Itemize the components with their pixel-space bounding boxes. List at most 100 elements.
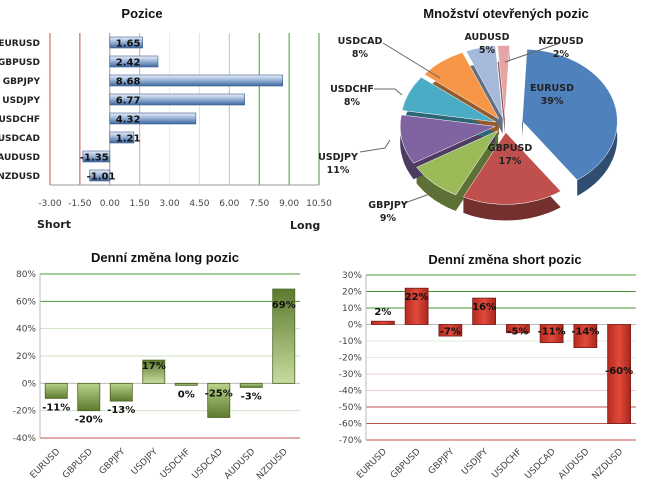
bar	[472, 297, 496, 325]
y-tick-label: 20%	[16, 352, 36, 362]
category-label: GBPUSD	[61, 447, 95, 481]
bar-value-label: -11%	[538, 327, 566, 338]
bar	[82, 150, 111, 163]
bar	[109, 74, 284, 87]
bar	[607, 324, 632, 424]
short-axis-label: Short	[37, 218, 71, 231]
category-label: USDCAD	[190, 447, 224, 481]
y-tick-label: 80%	[16, 270, 36, 280]
positions-chart: Pozice 1.65 2.42 8.68 6.77 4.32 1.21 -1.35 -1.0…	[0, 6, 332, 232]
x-tick-label: -3.00	[38, 199, 62, 209]
bar-value-label: -5%	[507, 327, 528, 338]
category-label: GBPJPY	[98, 447, 128, 477]
bar-value-label: 17%	[142, 361, 166, 372]
category-label: USDCHF	[0, 115, 40, 125]
pie-slice-usdcad	[423, 52, 500, 120]
bar	[272, 288, 296, 384]
category-label: USDCAD	[523, 447, 557, 481]
y-tick-label: 0%	[348, 321, 363, 331]
slice-value-label: 9%	[380, 213, 397, 224]
category-label: NZDUSD	[0, 172, 40, 182]
pie-slice-eurusd	[522, 49, 618, 181]
category-label: USDCHF	[159, 447, 193, 481]
y-tick-label: 60%	[16, 297, 36, 307]
slice-value-label: 39%	[541, 96, 564, 107]
bar-value-label: 0%	[178, 389, 195, 400]
bar-value-label: 1.65	[116, 39, 141, 50]
bar-value-label: -13%	[107, 405, 135, 416]
y-tick-label: 0%	[22, 379, 37, 389]
bar	[207, 382, 231, 418]
x-tick-label: 4.50	[189, 199, 209, 209]
bar-value-label: -7%	[440, 327, 461, 338]
pie-slice-usdjpy	[399, 114, 497, 164]
y-tick-label: -20%	[13, 407, 37, 417]
bar-value-label: -14%	[571, 327, 599, 338]
y-tick-label: -20%	[339, 354, 363, 364]
pie-slice-side	[416, 130, 499, 211]
slice-label: GBPUSD	[488, 143, 533, 154]
category-label: AUDUSD	[223, 447, 258, 482]
x-tick-label: -1.50	[68, 199, 92, 209]
x-tick-label: 10.50	[306, 199, 332, 209]
bar-value-label: 6.77	[116, 96, 141, 107]
y-tick-label: -40%	[13, 434, 37, 444]
slice-value-label: 2%	[553, 49, 570, 60]
y-tick-label: 20%	[342, 288, 362, 298]
slice-value-label: 17%	[499, 156, 522, 167]
slice-label: EURUSD	[530, 83, 574, 94]
bar-value-label: 2.42	[116, 58, 141, 69]
bar	[109, 36, 143, 49]
slice-label: NZDUSD	[538, 36, 583, 47]
bar-value-label: 69%	[272, 300, 296, 311]
slice-label: AUDUSD	[464, 32, 509, 43]
pie-slice-audusd	[465, 45, 503, 118]
bar	[89, 169, 111, 182]
category-label: NZDUSD	[591, 447, 626, 482]
y-tick-label: -30%	[339, 370, 363, 380]
y-tick-label: -70%	[339, 436, 363, 446]
leader-line	[374, 88, 403, 96]
bar	[109, 382, 133, 402]
bar-value-label: -20%	[75, 415, 103, 426]
bar	[239, 382, 263, 388]
pie-slice-usdchf	[401, 76, 496, 123]
y-tick-label: -40%	[339, 387, 363, 397]
slice-label: USDCAD	[338, 36, 383, 47]
bar	[370, 320, 395, 325]
daily-short-change-chart: Denní změna short pozic 30% 20% 10% 0% -10% -…	[339, 252, 636, 482]
category-label: USDJPY	[2, 96, 40, 106]
leader-line	[504, 42, 561, 63]
y-tick-label: 30%	[342, 271, 362, 281]
category-label: EURUSD	[29, 447, 63, 481]
daily-long-change-chart: Denní změna long pozic 80% 60% 40% 20% 0% -20…	[13, 250, 300, 482]
category-label: GBPJPY	[427, 447, 457, 477]
bar-value-label: -3%	[241, 391, 262, 402]
leader-line	[401, 184, 431, 205]
category-label: NZDUSD	[255, 447, 290, 482]
bar	[573, 324, 598, 349]
category-label: GBPUSD	[389, 447, 423, 481]
bar-value-label: 8.68	[116, 77, 141, 88]
category-label: GBPUSD	[0, 58, 40, 68]
bar	[438, 324, 463, 337]
bar	[109, 131, 135, 144]
bar-value-label: -1.35	[80, 153, 109, 164]
pie-slice-gbpusd	[463, 132, 562, 205]
bar-value-label: 22%	[405, 292, 429, 303]
slice-label: USDJPY	[318, 152, 358, 163]
long-axis-label: Long	[290, 219, 320, 232]
bar-value-label: -11%	[42, 402, 70, 413]
slice-label: GBPJPY	[368, 200, 407, 211]
category-label: AUDUSD	[0, 153, 40, 163]
leader-line	[359, 139, 391, 153]
x-tick-label: 1.50	[130, 199, 150, 209]
chart-title: Množství otevřených pozic	[423, 6, 588, 21]
bar	[174, 382, 198, 386]
category-label: USDJPY	[460, 447, 490, 477]
chart-title: Pozice	[121, 6, 162, 21]
category-label: USDCAD	[0, 134, 40, 144]
bar-value-label: 16%	[472, 302, 496, 313]
category-label: AUDUSD	[557, 447, 592, 482]
category-label: GBPJPY	[3, 77, 41, 87]
